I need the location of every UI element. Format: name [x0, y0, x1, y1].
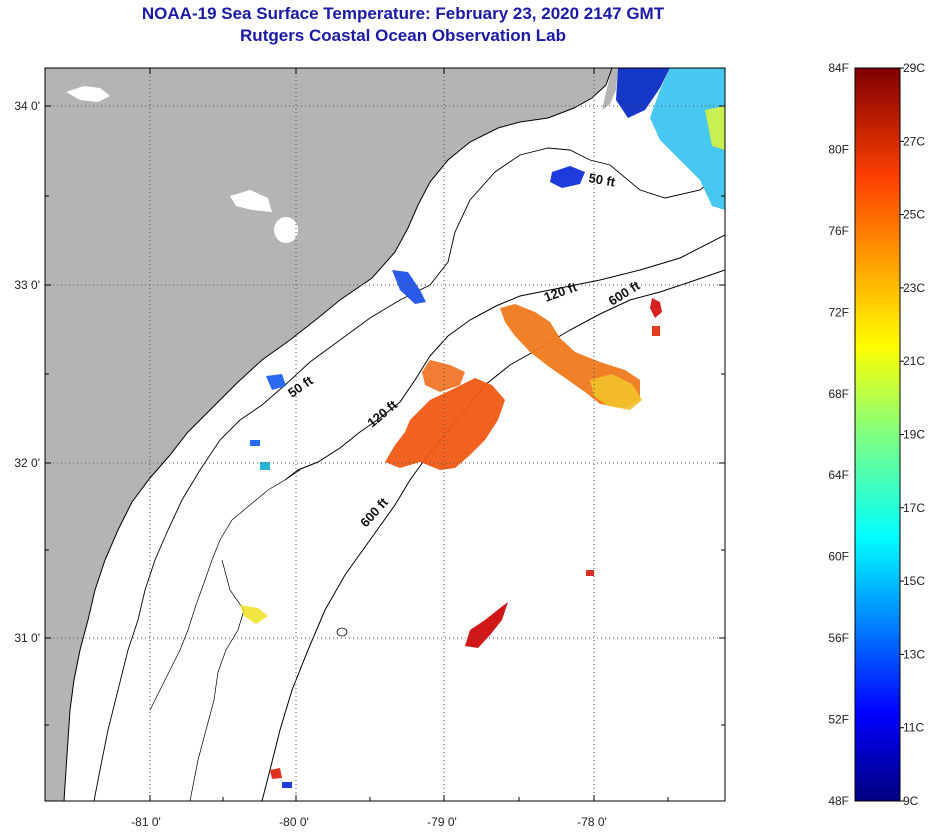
sst-patch-northeast-yellow	[705, 106, 725, 150]
lon-label: -81 0'	[131, 815, 161, 829]
colorbar-fahrenheit-label: 72F	[828, 305, 849, 319]
colorbar-celsius-label: 15C	[903, 574, 925, 588]
sst-patch-cold	[550, 166, 585, 188]
lon-label: -80 0'	[279, 815, 309, 829]
colorbar-fahrenheit-label: 60F	[828, 550, 849, 564]
inland-lake	[66, 86, 110, 102]
sst-patch-red	[650, 298, 662, 318]
lon-label: -79 0'	[427, 815, 457, 829]
sst-patch-cold	[282, 782, 292, 788]
sst-patch-warm	[385, 378, 505, 470]
sst-patch-cool	[260, 462, 270, 470]
sst-patch-cold	[250, 440, 260, 446]
map-frame	[44, 67, 726, 802]
colorbar-celsius-labels: 29C 27C 25C 23C 21C 19C 17C 15C 13C 11C 9C	[903, 61, 925, 808]
sst-patch-red	[270, 768, 282, 779]
sst-patch-red	[586, 570, 594, 576]
lon-label: -78 0'	[577, 815, 607, 829]
colorbar-fahrenheit-labels: 84F 80F 76F 72F 68F 64F 60F 56F 52F 48F	[828, 61, 849, 808]
depth-contour-nearshore	[149, 469, 301, 711]
colorbar-celsius-label: 9C	[903, 794, 919, 808]
colorbar-celsius-label: 29C	[903, 61, 925, 75]
lat-label: 31 0'	[14, 631, 40, 645]
colorbar-celsius-label: 13C	[903, 647, 925, 661]
inland-lake	[274, 217, 298, 243]
sst-patch-yellow	[240, 605, 268, 624]
colorbar-celsius-label: 27C	[903, 134, 925, 148]
depth-contour-nearshore	[189, 559, 245, 801]
colorbar-celsius-label: 11C	[903, 721, 924, 735]
colorbar-fahrenheit-label: 84F	[828, 61, 849, 75]
depth-contour-seamount	[336, 627, 348, 637]
contour-label-50ft: 50 ft	[587, 170, 617, 190]
colorbar-celsius-label: 25C	[903, 208, 925, 222]
land-mass-ne	[602, 68, 618, 110]
colorbar-celsius-label: 17C	[903, 501, 925, 515]
colorbar-fahrenheit-label: 80F	[828, 142, 849, 156]
sst-patch-red	[652, 326, 660, 336]
lat-label: 34 0'	[14, 99, 40, 113]
colorbar-celsius-label: 21C	[903, 354, 925, 368]
sst-patch-northeast-warm	[650, 68, 725, 210]
graticule	[45, 68, 725, 801]
depth-contour-120ft	[284, 234, 725, 481]
sst-patch-cold	[392, 270, 426, 304]
sst-patch-red	[465, 602, 508, 648]
map-subtitle: Rutgers Coastal Ocean Observation Lab	[240, 26, 566, 45]
sst-patch-cold	[266, 374, 286, 390]
colorbar-fahrenheit-label: 76F	[828, 224, 849, 238]
sst-patch-yellow	[590, 374, 642, 410]
lat-label: 33 0'	[14, 278, 40, 292]
lat-label: 32 0'	[14, 456, 40, 470]
depth-contour-50ft	[93, 147, 721, 801]
colorbar-fahrenheit-label: 64F	[828, 468, 849, 482]
map-title: NOAA-19 Sea Surface Temperature: Februar…	[141, 4, 665, 23]
colorbar-fahrenheit-label: 52F	[828, 713, 849, 727]
colorbar-fahrenheit-label: 48F	[828, 794, 849, 808]
colorbar-fahrenheit-label: 56F	[828, 631, 849, 645]
colorbar-celsius-label: 23C	[903, 281, 925, 295]
coastline	[63, 68, 613, 801]
colorbar-celsius-label: 19C	[903, 428, 925, 442]
colorbar-fahrenheit-label: 68F	[828, 387, 849, 401]
colorbar-ticks	[900, 67, 904, 802]
map-ticks	[45, 68, 725, 801]
temperature-colorbar	[854, 67, 901, 802]
inland-lake	[230, 190, 272, 212]
land-mass	[45, 68, 612, 801]
